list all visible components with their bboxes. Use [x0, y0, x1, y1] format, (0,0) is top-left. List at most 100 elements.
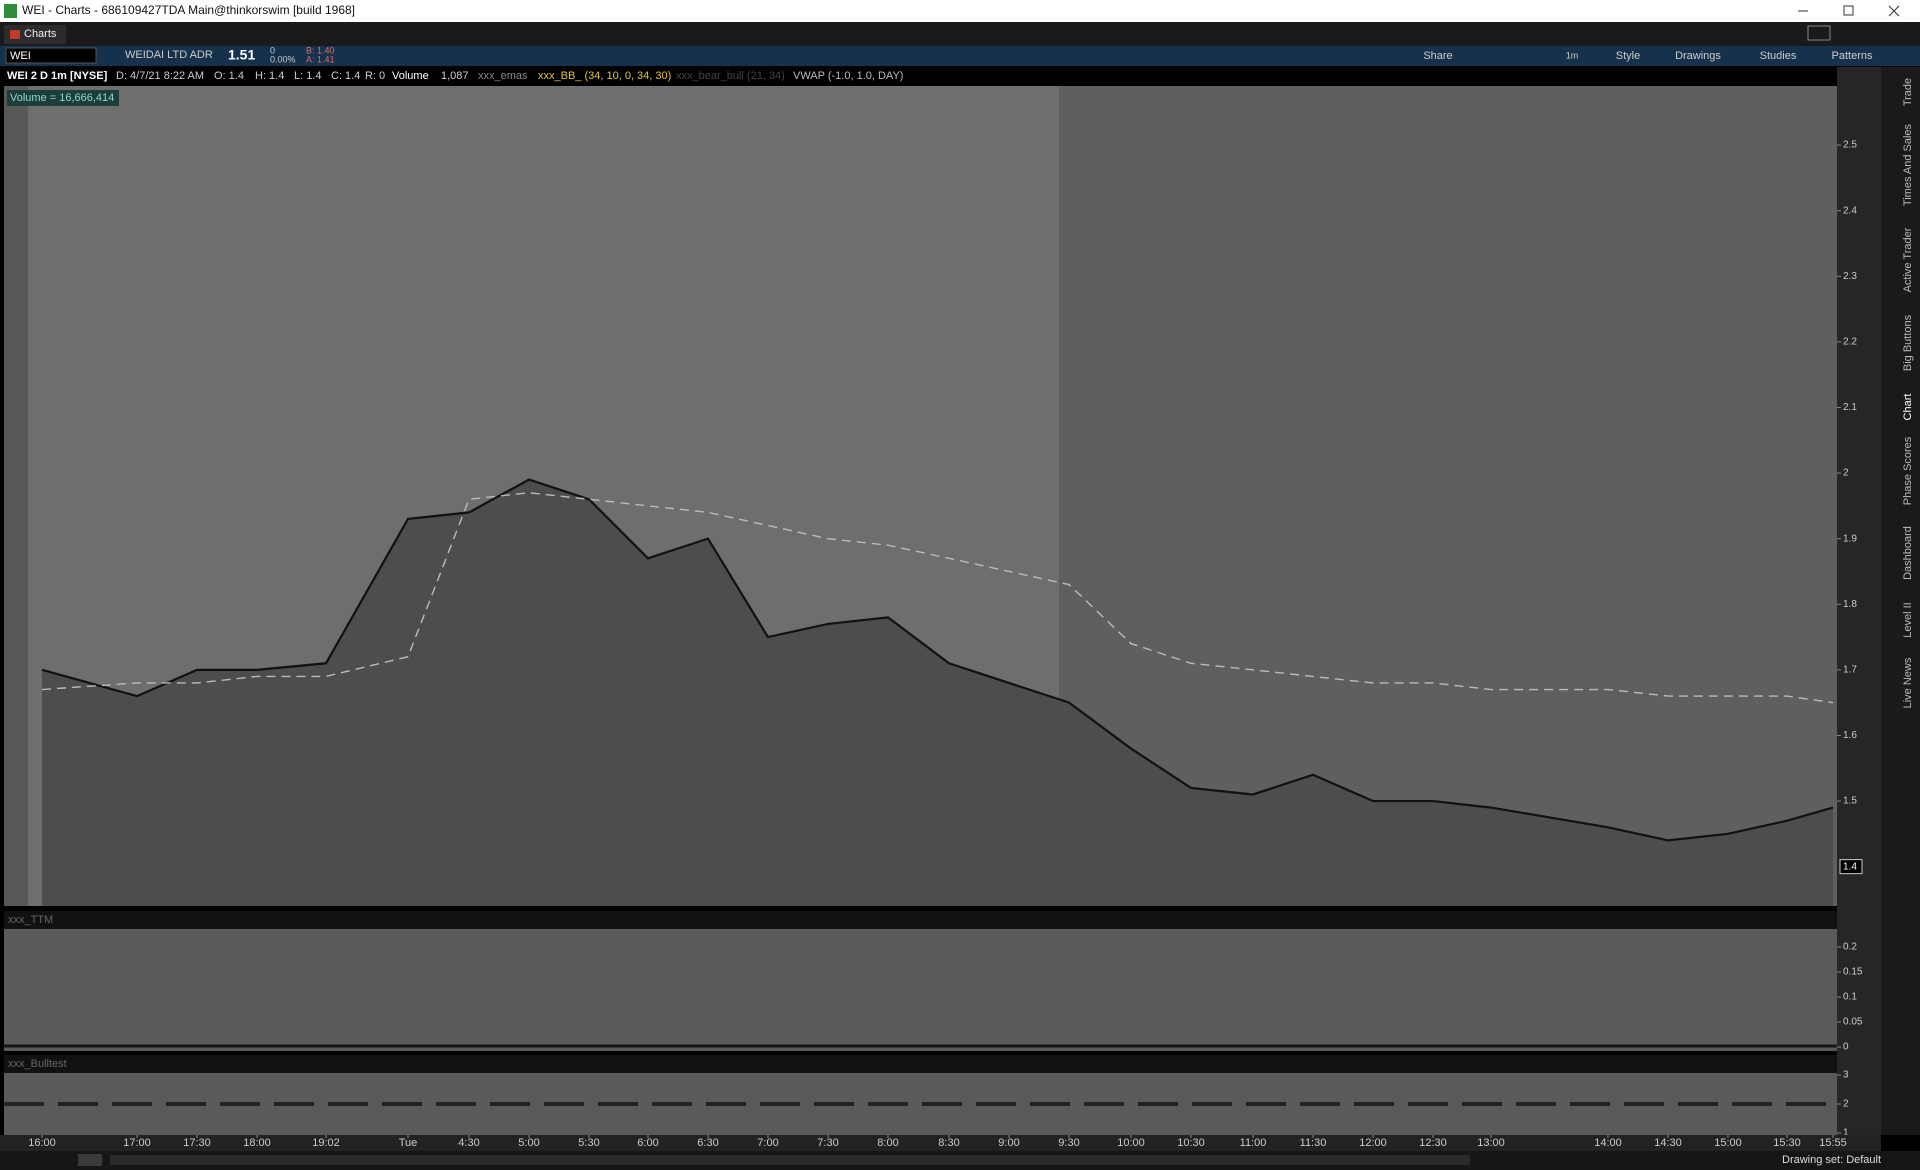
x-tick-label: 10:30	[1177, 1137, 1205, 1149]
x-tick-label: 6:00	[637, 1137, 658, 1149]
description: WEIDAI LTD ADR	[125, 49, 213, 61]
side-tab[interactable]: Live News	[1902, 657, 1914, 708]
x-tick-label: 5:00	[518, 1137, 539, 1149]
header-item: WEI 2 D 1m [NYSE]	[7, 70, 108, 82]
header-item: L: 1.4	[294, 70, 322, 82]
y-tick-label: 2	[1843, 468, 1849, 479]
header-item: R: 0	[365, 70, 385, 82]
time-axis-labels: 16:00 17:00 17:30 18:00 19:02 Tue 4:30 5:00 5:30…	[28, 1135, 1847, 1149]
x-tick-label: 10:00	[1117, 1137, 1145, 1149]
header-group: WEI 2 D 1m [NYSE] D: 4/7/21 8:22 AM O: 1.4…	[7, 70, 903, 82]
restore-button[interactable]	[1843, 5, 1854, 16]
last-price-marker	[1839, 859, 1863, 875]
y-tick-label: 1	[1843, 1128, 1849, 1139]
y-tick-label: 2.3	[1843, 271, 1857, 282]
toolbar-button[interactable]: Studies	[1760, 50, 1797, 62]
x-tick-label: 11:00	[1240, 1137, 1267, 1149]
side-tab[interactable]: Times And Sales	[1902, 123, 1914, 206]
y-tick-label: 3	[1843, 1070, 1849, 1081]
side-tab[interactable]: Trade	[1902, 78, 1914, 106]
symbol: WEI	[10, 50, 31, 62]
x-tick-label: 12:00	[1359, 1137, 1387, 1149]
tab-row	[0, 22, 1920, 46]
panel-header	[4, 1055, 1837, 1073]
sub-axes: 2.5 2.4 2.3 2.2 2.1 2 1.9 1.8 1.7 1.6 1.5 0.2 0.15 0.…	[1837, 140, 1863, 1139]
y-tick-label: 2	[1843, 1099, 1849, 1110]
side-tab[interactable]: Active Trader	[1902, 227, 1914, 292]
x-tick-label: 19:02	[312, 1137, 340, 1149]
side-tab[interactable]: Chart	[1902, 394, 1914, 421]
app-icon	[4, 4, 17, 18]
last-price: 1.51	[228, 47, 255, 63]
scroll-handle[interactable]	[78, 1154, 102, 1166]
header-item: Volume	[392, 70, 429, 82]
symbol-box[interactable]	[5, 47, 97, 64]
y-tick-label: 0.2	[1843, 942, 1857, 953]
header-item: O: 1.4	[214, 70, 244, 82]
side-tab[interactable]: Level II	[1902, 602, 1914, 637]
side-tabs: Trade Times And Sales Active Trader Big But…	[1902, 78, 1914, 709]
toolbar-button[interactable]: Drawings	[1675, 50, 1721, 62]
scrollbar[interactable]	[110, 1155, 1470, 1165]
side-tab[interactable]: Dashboard	[1902, 526, 1914, 580]
volume-label: Volume = 16,666,414	[10, 92, 114, 104]
title-bar	[0, 0, 1920, 22]
y-tick-label: 1.5	[1843, 796, 1857, 807]
side-tab[interactable]: Big Buttons	[1902, 314, 1914, 371]
x-tick-label: 13:00	[1477, 1137, 1505, 1149]
y-tick-label: 0.15	[1843, 967, 1863, 978]
toolbar	[0, 46, 1920, 66]
x-tick-label: 15:55	[1819, 1137, 1847, 1149]
x-tick-label: 12:30	[1419, 1137, 1447, 1149]
net-change: 0	[270, 45, 275, 55]
x-tick-label: 9:00	[998, 1137, 1019, 1149]
header-item: VWAP (-1.0, 1.0, DAY)	[793, 70, 903, 82]
session-shade	[1059, 86, 1837, 906]
toolbar-button[interactable]: Patterns	[1832, 50, 1873, 62]
x-tick-label: 11:30	[1300, 1137, 1327, 1149]
y-tick-label: 1.8	[1843, 599, 1857, 610]
timeframe[interactable]: 1m	[1566, 50, 1579, 60]
toolbar-button[interactable]: Style	[1616, 50, 1640, 62]
x-tick-label: 16:00	[28, 1137, 56, 1149]
drawing-set[interactable]: Drawing set: Default	[1782, 1154, 1881, 1166]
x-tick-label: 8:00	[877, 1137, 898, 1149]
x-tick-label: 14:00	[1594, 1137, 1622, 1149]
y-tick-label: 0.05	[1843, 1017, 1863, 1028]
y-tick-label: 2.1	[1843, 402, 1857, 413]
header-item: D: 4/7/21 8:22 AM	[116, 70, 204, 82]
side-tab[interactable]: Phase Scores	[1902, 436, 1914, 505]
y-tick-label: 1.7	[1843, 664, 1857, 675]
bid: B: 1.40	[306, 45, 335, 55]
y-tick-label: 2.2	[1843, 336, 1857, 347]
x-tick-label: 15:30	[1773, 1137, 1801, 1149]
x-tick-label: 17:30	[183, 1137, 211, 1149]
volume-badge	[7, 90, 119, 106]
y-tick-label: 1.9	[1843, 533, 1857, 544]
header-item: xxx_emas	[478, 70, 528, 82]
last-price-label: 1.4	[1843, 861, 1857, 872]
x-tick-label: 18:00	[243, 1137, 271, 1149]
panel-title: xxx_TTM	[8, 914, 53, 926]
toolbar-button[interactable]: Share	[1423, 50, 1452, 62]
tab[interactable]	[4, 25, 66, 44]
panel-title: xxx_Bulltest	[8, 1058, 67, 1070]
x-tick-label: Tue	[399, 1137, 418, 1149]
vwap-line	[41, 492, 1834, 704]
x-tick-label: 5:30	[578, 1137, 599, 1149]
price-area	[42, 479, 1833, 906]
price-line	[41, 478, 1834, 842]
x-tick-label: 7:00	[757, 1137, 778, 1149]
header-item: H: 1.4	[255, 70, 284, 82]
x-tick-label: 6:30	[697, 1137, 718, 1149]
side-tab-column	[1881, 67, 1920, 1135]
panel-header	[4, 911, 1837, 929]
layout-button[interactable]	[1807, 25, 1831, 41]
ask: A: 1.41	[306, 54, 335, 64]
window-title: WEI - Charts - 686109427TDA Main@thinkor…	[22, 3, 355, 17]
close-button[interactable]	[1888, 5, 1900, 17]
header-item: xxx_BB_ (34, 10, 0, 34, 30)	[538, 70, 671, 82]
x-tick-label: 9:30	[1058, 1137, 1079, 1149]
